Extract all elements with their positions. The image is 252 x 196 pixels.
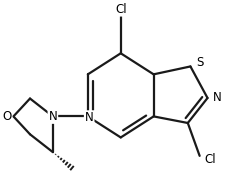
Text: N: N bbox=[49, 110, 57, 123]
Text: O: O bbox=[2, 110, 12, 123]
Text: Cl: Cl bbox=[115, 3, 127, 16]
Text: S: S bbox=[197, 56, 204, 69]
Text: N: N bbox=[85, 111, 93, 124]
Text: Cl: Cl bbox=[205, 153, 216, 166]
Text: N: N bbox=[213, 92, 222, 104]
